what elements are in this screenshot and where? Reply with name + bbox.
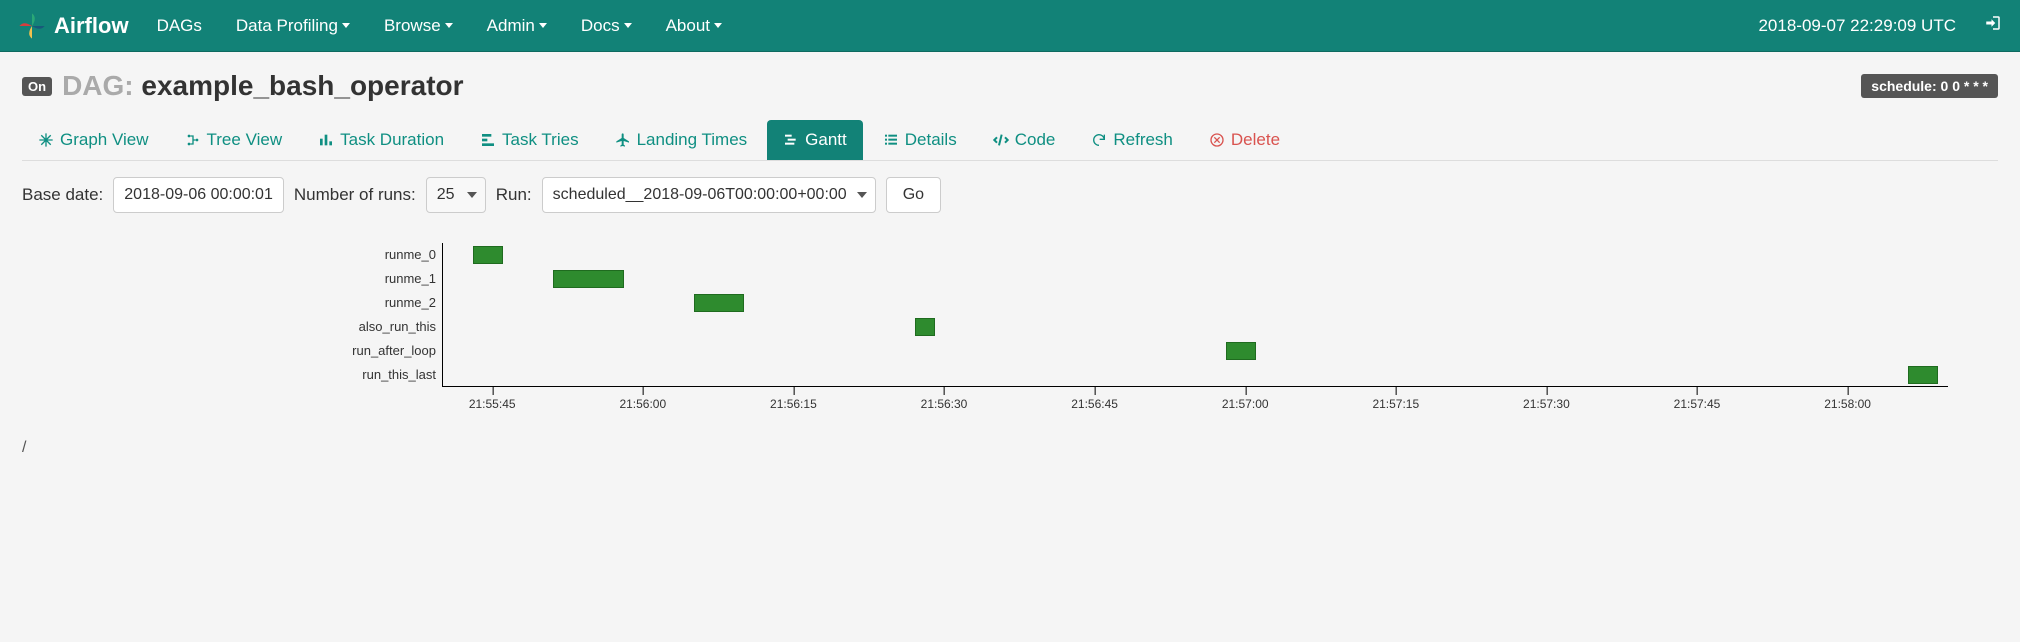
navbar: Airflow DAGs Data Profiling Browse Admin Doc…: [0, 0, 2020, 52]
brand-text: Airflow: [54, 13, 129, 39]
gantt-task-label: also_run_this: [359, 315, 436, 339]
tab-label: Task Tries: [502, 130, 579, 150]
gantt-chart: runme_0runme_1runme_2also_run_thisrun_af…: [22, 243, 1998, 417]
navbar-right: 2018-09-07 22:29:09 UTC: [1758, 14, 2002, 37]
gantt-tick: 21:57:00: [1222, 397, 1269, 411]
airflow-logo-icon: [18, 12, 46, 40]
gantt-x-axis: 21:55:45 21:56:00 21:56:15 21:56:30 21:56:45…: [442, 387, 1948, 417]
tab-landing-times[interactable]: Landing Times: [599, 120, 764, 160]
dag-prefix: DAG:: [62, 70, 141, 101]
num-runs-label: Number of runs:: [294, 185, 416, 205]
base-date-label: Base date:: [22, 185, 103, 205]
gantt-task-label: run_after_loop: [352, 339, 436, 363]
tab-graph-view[interactable]: Graph View: [22, 120, 165, 160]
go-button[interactable]: Go: [886, 177, 941, 213]
tab-details[interactable]: Details: [867, 120, 973, 160]
base-date-input[interactable]: 2018-09-06 00:00:01: [113, 177, 284, 213]
nav-link-docs[interactable]: Docs: [581, 16, 632, 36]
plane-icon: [615, 132, 631, 148]
page-title: DAG: example_bash_operator: [62, 70, 463, 102]
nav-link-admin[interactable]: Admin: [487, 16, 547, 36]
tree-icon: [185, 132, 201, 148]
refresh-icon: [1091, 132, 1107, 148]
gantt-tick: 21:57:45: [1674, 397, 1721, 411]
tab-label: Tree View: [207, 130, 283, 150]
tab-tree-view[interactable]: Tree View: [169, 120, 299, 160]
tab-label: Task Duration: [340, 130, 444, 150]
gantt-icon: [783, 132, 799, 148]
run-select[interactable]: scheduled__2018-09-06T00:00:00+00:00: [542, 177, 876, 213]
server-clock: 2018-09-07 22:29:09 UTC: [1758, 16, 1956, 36]
nav-link-about[interactable]: About: [666, 16, 722, 36]
barsh-icon: [480, 132, 496, 148]
num-runs-select[interactable]: 25: [426, 177, 486, 213]
gantt-task-label: runme_0: [385, 243, 436, 267]
gantt-task-label: runme_1: [385, 267, 436, 291]
tab-label: Delete: [1231, 130, 1280, 150]
gantt-tick: 21:56:30: [921, 397, 968, 411]
logout-icon[interactable]: [1984, 14, 2002, 37]
gantt-task-label: run_this_last: [362, 363, 436, 387]
run-label: Run:: [496, 185, 532, 205]
gantt-bars-area: [442, 243, 1948, 387]
tab-refresh[interactable]: Refresh: [1075, 120, 1189, 160]
tab-task-duration[interactable]: Task Duration: [302, 120, 460, 160]
gantt-bar[interactable]: [1908, 366, 1938, 384]
view-tabs: Graph View Tree View Task Duration Task Tri…: [22, 120, 1998, 161]
nav-link-dags[interactable]: DAGs: [157, 16, 202, 36]
tab-gantt[interactable]: Gantt: [767, 120, 863, 160]
tab-delete[interactable]: Delete: [1193, 120, 1296, 160]
gantt-chart-area: 21:55:45 21:56:00 21:56:15 21:56:30 21:56:45…: [442, 243, 1998, 417]
gantt-tick: 21:56:00: [619, 397, 666, 411]
gantt-bar[interactable]: [915, 318, 935, 336]
tab-label: Details: [905, 130, 957, 150]
gantt-tick: 21:57:30: [1523, 397, 1570, 411]
gantt-bar[interactable]: [694, 294, 744, 312]
code-icon: [993, 132, 1009, 148]
tab-code[interactable]: Code: [977, 120, 1072, 160]
gantt-tick: 21:58:00: [1824, 397, 1871, 411]
gantt-bar[interactable]: [553, 270, 623, 288]
brand[interactable]: Airflow: [18, 12, 129, 40]
dag-toggle[interactable]: On: [22, 77, 52, 96]
list-icon: [883, 132, 899, 148]
nav-links: DAGs Data Profiling Browse Admin Docs About: [157, 16, 722, 36]
delete-icon: [1209, 132, 1225, 148]
tab-label: Graph View: [60, 130, 149, 150]
gantt-bar[interactable]: [1226, 342, 1256, 360]
gantt-tick: 21:57:15: [1372, 397, 1419, 411]
dag-id: example_bash_operator: [141, 70, 463, 101]
page-content: On DAG: example_bash_operator schedule: …: [0, 52, 2020, 435]
nav-link-data-profiling[interactable]: Data Profiling: [236, 16, 350, 36]
gantt-tick: 21:56:45: [1071, 397, 1118, 411]
gantt-tick: 21:55:45: [469, 397, 516, 411]
gantt-task-label: runme_2: [385, 291, 436, 315]
tab-label: Code: [1015, 130, 1056, 150]
tab-label: Gantt: [805, 130, 847, 150]
bars-icon: [318, 132, 334, 148]
tab-task-tries[interactable]: Task Tries: [464, 120, 595, 160]
schedule-badge: schedule: 0 0 * * *: [1861, 74, 1998, 98]
filter-form: Base date: 2018-09-06 00:00:01 Number of…: [22, 177, 1998, 213]
dag-header: On DAG: example_bash_operator schedule: …: [22, 70, 1998, 102]
snow-icon: [38, 132, 54, 148]
tab-label: Landing Times: [637, 130, 748, 150]
gantt-tick: 21:56:15: [770, 397, 817, 411]
tab-label: Refresh: [1113, 130, 1173, 150]
gantt-task-labels: runme_0runme_1runme_2also_run_thisrun_af…: [22, 243, 442, 417]
nav-link-browse[interactable]: Browse: [384, 16, 453, 36]
footer-slash: /: [0, 435, 2020, 461]
gantt-bar[interactable]: [473, 246, 503, 264]
